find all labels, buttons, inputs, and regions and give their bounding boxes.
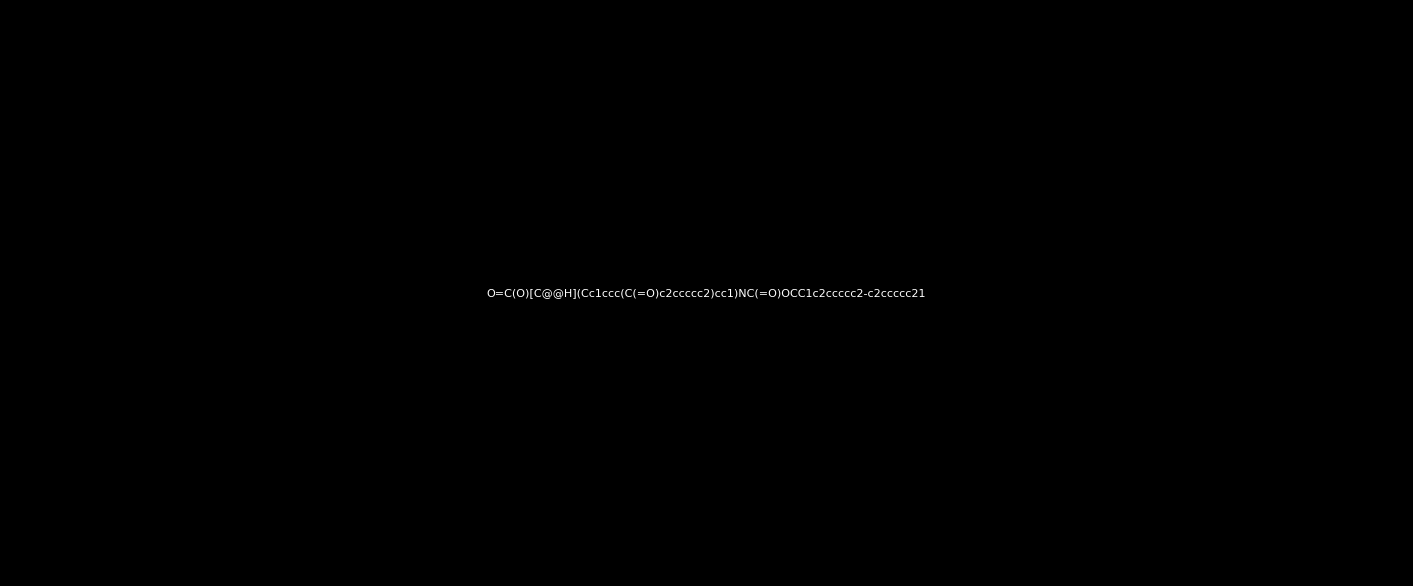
Text: O=C(O)[C@@H](Cc1ccc(C(=O)c2ccccc2)cc1)NC(=O)OCC1c2ccccc2-c2ccccc21: O=C(O)[C@@H](Cc1ccc(C(=O)c2ccccc2)cc1)NC… (486, 288, 927, 298)
